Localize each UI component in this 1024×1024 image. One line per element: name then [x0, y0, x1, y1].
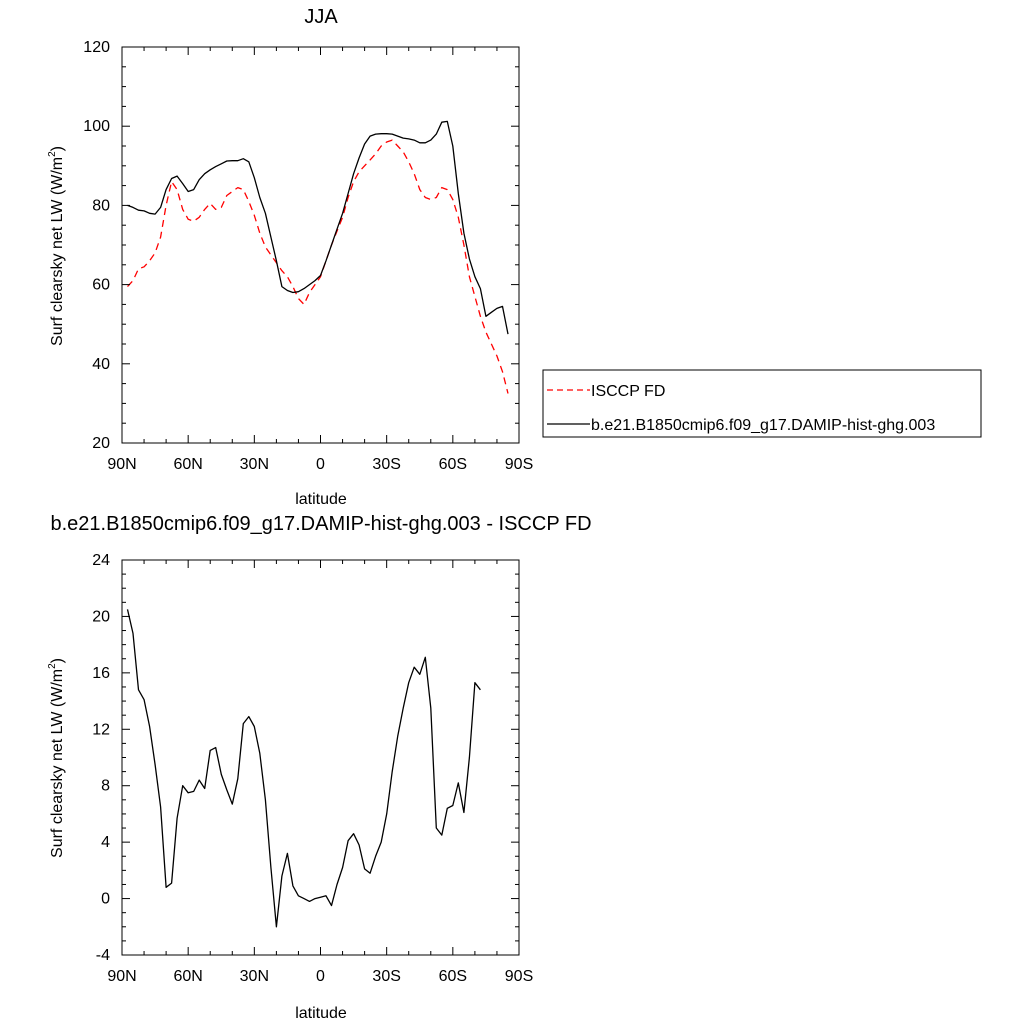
- y-tick-label: 16: [92, 665, 110, 682]
- series-line-0-0: [127, 139, 509, 394]
- y-tick-label: 0: [101, 891, 110, 908]
- top-panel-jja: JJA 20 40 60 80 100 120 90N 60N 30N 0 30S 60S 90S la…: [47, 6, 982, 508]
- y-tick-label: 120: [83, 39, 110, 56]
- legend: ISCCP FD b.e21.B1850cmip6.f09_g17.DAMIP-…: [542, 369, 982, 438]
- x-tick-label: 0: [316, 968, 325, 985]
- plot-area: 20 40 60 80 100 120 90N 60N 30N 0 30S 60S 90S: [83, 39, 533, 473]
- y-tick-label: 60: [92, 277, 110, 294]
- series-line-1-0: [126, 609, 481, 928]
- y-tick-label: 20: [92, 435, 110, 452]
- y-tick-label: 12: [92, 721, 110, 738]
- x-tick-label: 30N: [240, 456, 269, 473]
- plot-area: -4 0 4 8 12 16 20 24 90N 60N 30N 0 30S 60S 90S: [92, 552, 533, 985]
- y-tick-label: 80: [92, 197, 110, 214]
- x-tick-label: 60N: [173, 968, 202, 985]
- x-tick-label: 30S: [372, 456, 400, 473]
- y-tick-label: -4: [96, 947, 110, 964]
- y-axis-label-text: Surf clearsky net LW (W/m: [49, 157, 66, 346]
- chart-title: b.e21.B1850cmip6.f09_g17.DAMIP-hist-ghg.…: [50, 513, 591, 535]
- y-axis-label: Surf clearsky net LW (W/m2): [47, 658, 66, 858]
- x-axis-label: latitude: [295, 1005, 347, 1022]
- x-tick-label: 30N: [240, 968, 269, 985]
- y-tick-label: 24: [92, 552, 110, 569]
- y-axis-label: Surf clearsky net LW (W/m2): [47, 146, 66, 346]
- x-tick-label: 90S: [505, 456, 533, 473]
- y-axis-label-text: Surf clearsky net LW (W/m: [49, 669, 66, 858]
- y-axis-label-superscript: 2: [47, 151, 58, 157]
- x-tick-label: 0: [316, 456, 325, 473]
- y-axis-label-close: ): [49, 146, 66, 151]
- x-tick-label: 90N: [107, 968, 136, 985]
- y-axis-label-superscript: 2: [47, 663, 58, 669]
- x-tick-label: 60S: [439, 456, 467, 473]
- x-tick-label: 90S: [505, 968, 533, 985]
- plot-frame: [121, 46, 520, 444]
- bottom-panel-difference: b.e21.B1850cmip6.f09_g17.DAMIP-hist-ghg.…: [47, 513, 592, 1022]
- chart-title: JJA: [304, 6, 338, 28]
- y-tick-label: 40: [92, 356, 110, 373]
- y-axis-label-close: ): [49, 658, 66, 663]
- x-tick-label: 90N: [107, 456, 136, 473]
- series-line-0-1: [127, 120, 509, 335]
- plot-frame: [121, 559, 520, 956]
- legend-label-model: b.e21.B1850cmip6.f09_g17.DAMIP-hist-ghg.…: [591, 417, 935, 434]
- x-tick-label: 30S: [372, 968, 400, 985]
- y-tick-label: 100: [83, 118, 110, 135]
- y-tick-label: 4: [101, 834, 110, 851]
- x-axis-label: latitude: [295, 491, 347, 508]
- y-tick-label: 20: [92, 608, 110, 625]
- legend-label-isccp-fd: ISCCP FD: [591, 383, 665, 400]
- y-tick-label: 8: [101, 778, 110, 795]
- legend-box: [542, 369, 982, 438]
- x-tick-label: 60S: [439, 968, 467, 985]
- x-tick-label: 60N: [173, 456, 202, 473]
